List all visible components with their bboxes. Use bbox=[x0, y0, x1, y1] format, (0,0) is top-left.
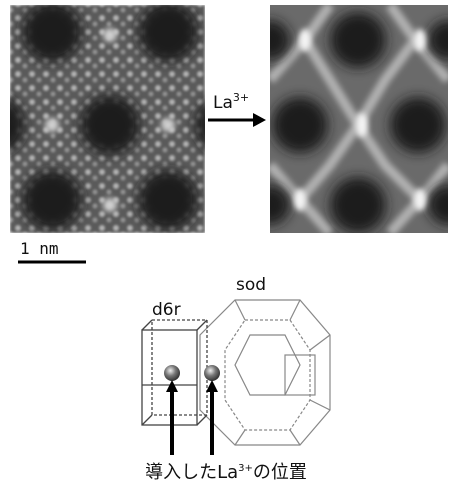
stem-image-before bbox=[0, 2, 255, 233]
figure: La3+ 1 nm d6r sod 導入したLa3+の位置 bbox=[0, 0, 452, 486]
caption: 導入したLa3+の位置 bbox=[145, 462, 307, 483]
scale-bar-label: 1 nm bbox=[20, 239, 59, 258]
page: {"arrow_label": {"base": "La", "sup": "3… bbox=[0, 0, 452, 486]
caption-charge: 3+ bbox=[238, 463, 253, 474]
la-site-sod bbox=[204, 365, 220, 381]
arrow-label: La3+ bbox=[213, 91, 249, 113]
caption-text: 導入した bbox=[145, 462, 217, 483]
arrow-head bbox=[253, 113, 266, 127]
ion: La bbox=[213, 93, 233, 113]
la-site-d6r bbox=[164, 365, 180, 381]
caption-ion: La bbox=[217, 462, 238, 483]
stem-image-after bbox=[250, 5, 452, 233]
pointer-head bbox=[166, 380, 178, 392]
d6r-label: d6r bbox=[152, 300, 181, 320]
charge: 3+ bbox=[233, 91, 249, 104]
caption-text: の位置 bbox=[253, 462, 307, 483]
sod-label: sod bbox=[236, 275, 266, 295]
pointer-head bbox=[206, 380, 218, 392]
